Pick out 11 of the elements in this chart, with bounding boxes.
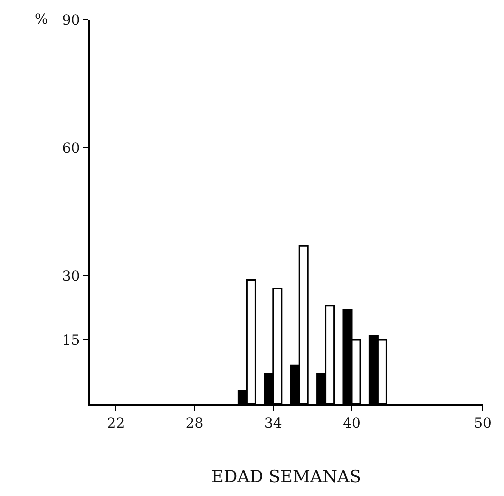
x-tick-label: 28 [186,416,204,432]
y-tick-label: 15 [62,332,80,349]
x-tick-label: 34 [264,416,282,432]
x-tick-label: 40 [343,416,361,432]
x-tick-label: 50 [474,416,492,432]
y-tick-label: 60 [62,140,80,157]
y-axis-title: % [35,12,48,28]
y-tick-label: 30 [62,268,80,285]
x-tick-label: 22 [107,416,126,432]
x-axis-title: EDAD SEMANAS [212,468,362,488]
y-tick-label: 90 [62,12,80,29]
